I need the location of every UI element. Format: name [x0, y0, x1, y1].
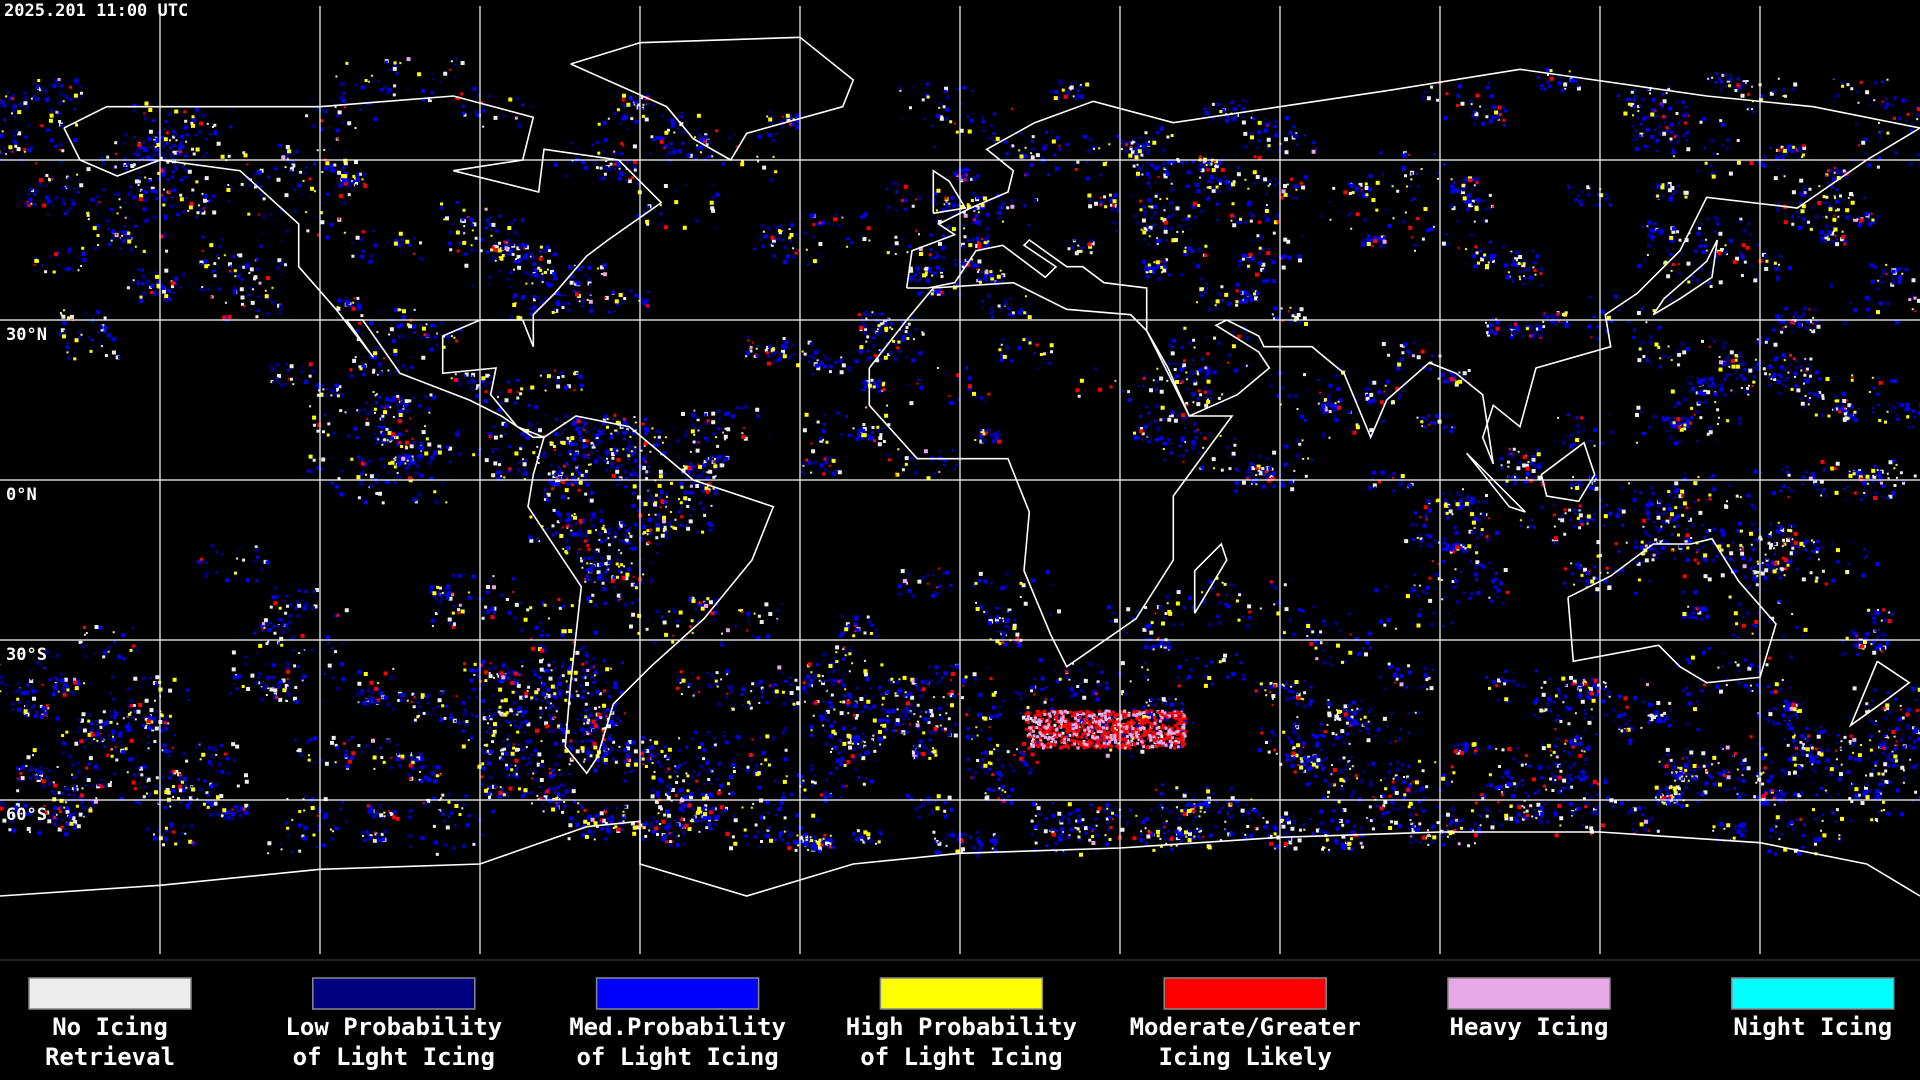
legend-swatch	[879, 977, 1044, 1010]
legend-label: Moderate/Greater	[1130, 1013, 1361, 1041]
coastline	[932, 169, 967, 215]
timestamp: 2025.201 11:00 UTC	[4, 1, 188, 21]
legend-label: No Icing	[52, 1013, 168, 1041]
legend-swatch	[1731, 977, 1895, 1010]
coastline	[527, 415, 775, 775]
latitude-label: 0°N	[6, 485, 37, 505]
legend-label: Icing Likely	[1159, 1043, 1332, 1071]
coastline	[1193, 542, 1228, 614]
legend-label: Low Probability	[285, 1013, 502, 1041]
legend-swatch	[28, 977, 192, 1010]
latitude-label: 30°N	[6, 325, 47, 345]
latitude-label: 30°S	[6, 645, 47, 665]
legend-swatch	[312, 977, 476, 1010]
icing-cells	[0, 73, 1920, 858]
legend-swatch	[595, 977, 760, 1010]
coastline	[1540, 441, 1596, 503]
coastline	[570, 36, 855, 162]
legend-swatch	[1163, 977, 1327, 1010]
legend-label: of Light Icing	[860, 1043, 1062, 1071]
coastline	[905, 68, 1920, 465]
legend-label: Night Icing	[1733, 1013, 1892, 1041]
coastline	[1848, 660, 1911, 728]
legend-swatch	[1447, 977, 1611, 1010]
legend-label: of Light Icing	[293, 1043, 495, 1071]
icing-layer	[0, 57, 1920, 858]
latitude-label: 60°S	[6, 805, 47, 825]
legend-label: Heavy Icing	[1450, 1013, 1609, 1041]
legend-label: Med.Probability	[569, 1013, 786, 1041]
graticule	[0, 6, 1920, 954]
coastline	[1567, 537, 1777, 684]
coastline	[1652, 239, 1719, 316]
legend-label: Retrieval	[45, 1043, 175, 1071]
legend-label: of Light Icing	[576, 1043, 778, 1071]
coastline	[0, 820, 1920, 897]
labels: 30°N 0°N 30°S 60°S	[6, 325, 47, 825]
coastlines	[0, 36, 1920, 897]
coastline	[868, 281, 1234, 668]
icing-cells	[0, 68, 1920, 850]
coastline	[63, 95, 663, 439]
legend-label: High Probability	[846, 1013, 1077, 1041]
